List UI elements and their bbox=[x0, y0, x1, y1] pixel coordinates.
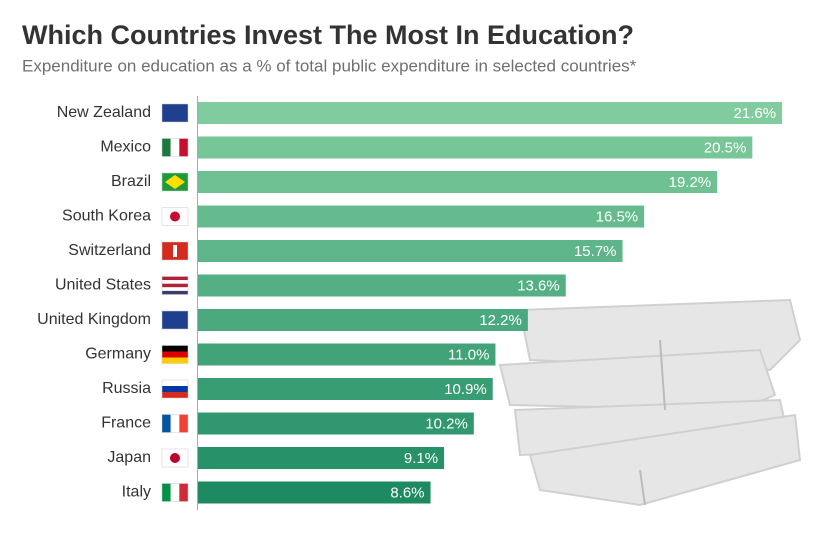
flag-icon bbox=[161, 172, 189, 192]
bar bbox=[198, 136, 753, 159]
flag-border bbox=[161, 379, 189, 399]
category-label: Mexico bbox=[100, 139, 151, 156]
flag-border bbox=[161, 172, 189, 192]
category-label: Japan bbox=[107, 449, 151, 466]
flag-emblem bbox=[170, 453, 180, 463]
category-label: Switzerland bbox=[68, 242, 151, 259]
value-label: 21.6% bbox=[734, 105, 777, 122]
flag-stripe bbox=[170, 483, 180, 502]
flag-stripe bbox=[179, 414, 188, 433]
flag-icon bbox=[161, 103, 189, 123]
value-label: 13.6% bbox=[517, 277, 560, 294]
flag-stripe bbox=[170, 138, 180, 157]
bar bbox=[198, 240, 623, 262]
flag-icon bbox=[161, 310, 189, 330]
bar bbox=[198, 378, 493, 400]
flag-icon bbox=[161, 483, 189, 502]
chart-title: Which Countries Invest The Most In Educa… bbox=[22, 20, 634, 50]
category-label: United States bbox=[55, 277, 151, 294]
flag-icon bbox=[161, 241, 189, 261]
flag-icon bbox=[161, 414, 189, 433]
flag-stripe bbox=[162, 345, 188, 352]
bar bbox=[198, 481, 431, 504]
flag-icon bbox=[161, 448, 189, 468]
flag-icon bbox=[161, 276, 189, 295]
flag-stripe bbox=[179, 138, 188, 157]
flag-stripe bbox=[162, 357, 188, 364]
flag-border bbox=[161, 448, 189, 468]
category-label: South Korea bbox=[62, 208, 151, 225]
flag-icon bbox=[161, 345, 189, 364]
bar bbox=[198, 205, 645, 228]
flag-border bbox=[161, 241, 189, 261]
value-label: 10.2% bbox=[425, 415, 468, 432]
flag-stripe bbox=[162, 311, 188, 329]
bar bbox=[198, 447, 445, 469]
flag-emblem bbox=[170, 211, 180, 222]
category-label: Germany bbox=[85, 346, 151, 363]
bar bbox=[198, 102, 783, 124]
bar bbox=[198, 343, 496, 366]
flag-stripe bbox=[162, 380, 188, 386]
flag-stripe bbox=[162, 287, 188, 291]
value-label: 16.5% bbox=[596, 208, 639, 225]
category-label: Russia bbox=[102, 380, 151, 397]
bar bbox=[198, 274, 566, 297]
flag-stripe bbox=[162, 392, 188, 398]
flag-stripe bbox=[162, 414, 171, 433]
books-illustration bbox=[498, 298, 802, 507]
category-label: New Zealand bbox=[57, 104, 151, 121]
flag-emblem bbox=[173, 245, 177, 257]
flag-border bbox=[161, 276, 189, 295]
bar bbox=[198, 171, 718, 193]
flag-stripe bbox=[162, 138, 171, 157]
flag-stripe bbox=[162, 290, 188, 295]
value-label: 12.2% bbox=[479, 312, 522, 329]
flag-border bbox=[161, 310, 189, 330]
flag-stripe bbox=[162, 386, 188, 392]
flag-border bbox=[161, 345, 189, 364]
category-label: Brazil bbox=[111, 173, 151, 190]
flag-icon bbox=[161, 207, 189, 226]
value-label: 8.6% bbox=[390, 484, 424, 501]
flag-border bbox=[161, 207, 189, 226]
flag-stripe bbox=[170, 414, 180, 433]
flag-border bbox=[161, 103, 189, 123]
bar bbox=[198, 309, 528, 331]
flag-stripe bbox=[162, 283, 188, 288]
value-label: 19.2% bbox=[669, 174, 712, 191]
flag-stripe bbox=[162, 104, 188, 122]
value-label: 9.1% bbox=[404, 450, 438, 467]
flag-stripe bbox=[162, 483, 171, 502]
value-label: 20.5% bbox=[704, 139, 747, 156]
flag-icon bbox=[161, 138, 189, 157]
chart-subtitle: Expenditure on education as a % of total… bbox=[22, 56, 637, 75]
bar bbox=[198, 412, 474, 435]
flag-stripe bbox=[162, 280, 188, 284]
category-label: United Kingdom bbox=[37, 311, 151, 328]
flag-border bbox=[161, 138, 189, 157]
flag-emblem bbox=[165, 175, 185, 189]
category-label: France bbox=[101, 415, 151, 432]
category-label: Italy bbox=[122, 484, 151, 501]
value-label: 15.7% bbox=[574, 243, 617, 260]
flag-border bbox=[161, 483, 189, 502]
value-label: 10.9% bbox=[444, 381, 487, 398]
value-label: 11.0% bbox=[448, 346, 489, 363]
flag-stripe bbox=[162, 276, 188, 281]
flag-stripe bbox=[179, 483, 188, 502]
flag-border bbox=[161, 414, 189, 433]
flag-stripe bbox=[162, 351, 188, 358]
flag-icon bbox=[161, 379, 189, 399]
